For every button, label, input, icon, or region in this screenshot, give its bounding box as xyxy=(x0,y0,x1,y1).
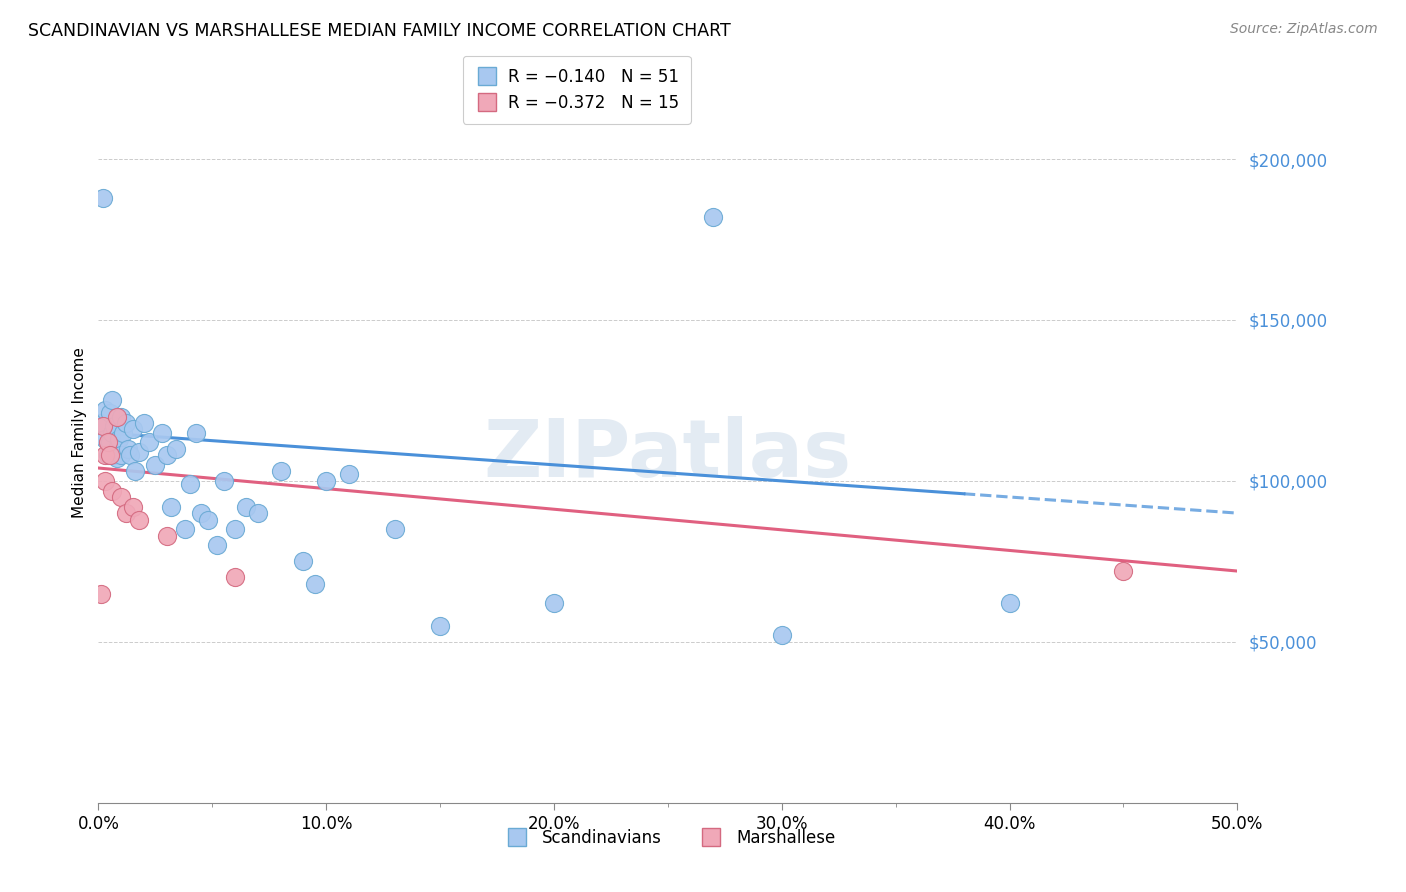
Point xyxy=(110,490,132,504)
Point xyxy=(150,425,173,440)
Point xyxy=(120,448,142,462)
Point xyxy=(998,596,1021,610)
Point xyxy=(91,419,114,434)
Point xyxy=(94,432,117,446)
Text: ZIPatlas: ZIPatlas xyxy=(484,416,852,494)
Point xyxy=(98,406,121,420)
Legend: Scandinavians, Marshallese: Scandinavians, Marshallese xyxy=(494,822,842,854)
Point xyxy=(96,435,118,450)
Point xyxy=(174,522,197,536)
Point xyxy=(121,500,143,514)
Point xyxy=(128,512,150,526)
Point xyxy=(90,586,112,600)
Point xyxy=(91,191,114,205)
Text: Source: ZipAtlas.com: Source: ZipAtlas.com xyxy=(1230,22,1378,37)
Point xyxy=(429,619,451,633)
Point xyxy=(110,409,132,424)
Point xyxy=(165,442,187,456)
Point xyxy=(110,448,132,462)
Point xyxy=(101,483,124,498)
Point xyxy=(205,538,228,552)
Point xyxy=(94,403,117,417)
Point xyxy=(212,474,235,488)
Point xyxy=(190,506,212,520)
Point xyxy=(304,577,326,591)
Point xyxy=(270,464,292,478)
Point xyxy=(108,432,131,446)
Point xyxy=(121,422,143,436)
Point xyxy=(160,500,183,514)
Point xyxy=(156,528,179,542)
Point xyxy=(124,464,146,478)
Point xyxy=(384,522,406,536)
Point xyxy=(224,522,246,536)
Point xyxy=(114,416,136,430)
Point xyxy=(235,500,257,514)
Point xyxy=(101,425,124,440)
Point xyxy=(98,448,121,462)
Point xyxy=(1112,564,1135,578)
Point xyxy=(94,474,117,488)
Point xyxy=(186,425,208,440)
Point xyxy=(98,435,121,450)
Point xyxy=(103,419,125,434)
Point xyxy=(105,442,128,456)
Point xyxy=(292,554,315,568)
Point xyxy=(112,425,135,440)
Point xyxy=(145,458,167,472)
Point xyxy=(114,506,136,520)
Point xyxy=(128,445,150,459)
Point xyxy=(337,467,360,482)
Point xyxy=(156,448,179,462)
Point xyxy=(770,628,793,642)
Point xyxy=(103,448,125,462)
Point xyxy=(179,477,201,491)
Point xyxy=(94,448,117,462)
Point xyxy=(96,448,118,462)
Point xyxy=(132,416,155,430)
Text: SCANDINAVIAN VS MARSHALLESE MEDIAN FAMILY INCOME CORRELATION CHART: SCANDINAVIAN VS MARSHALLESE MEDIAN FAMIL… xyxy=(28,22,731,40)
Point xyxy=(105,409,128,424)
Point xyxy=(543,596,565,610)
Point xyxy=(105,451,128,466)
Point xyxy=(138,435,160,450)
Point xyxy=(315,474,337,488)
Y-axis label: Median Family Income: Median Family Income xyxy=(72,347,87,518)
Point xyxy=(90,416,112,430)
Point xyxy=(702,210,724,224)
Point xyxy=(224,570,246,584)
Point xyxy=(197,512,219,526)
Point xyxy=(101,393,124,408)
Point xyxy=(246,506,269,520)
Point xyxy=(117,442,139,456)
